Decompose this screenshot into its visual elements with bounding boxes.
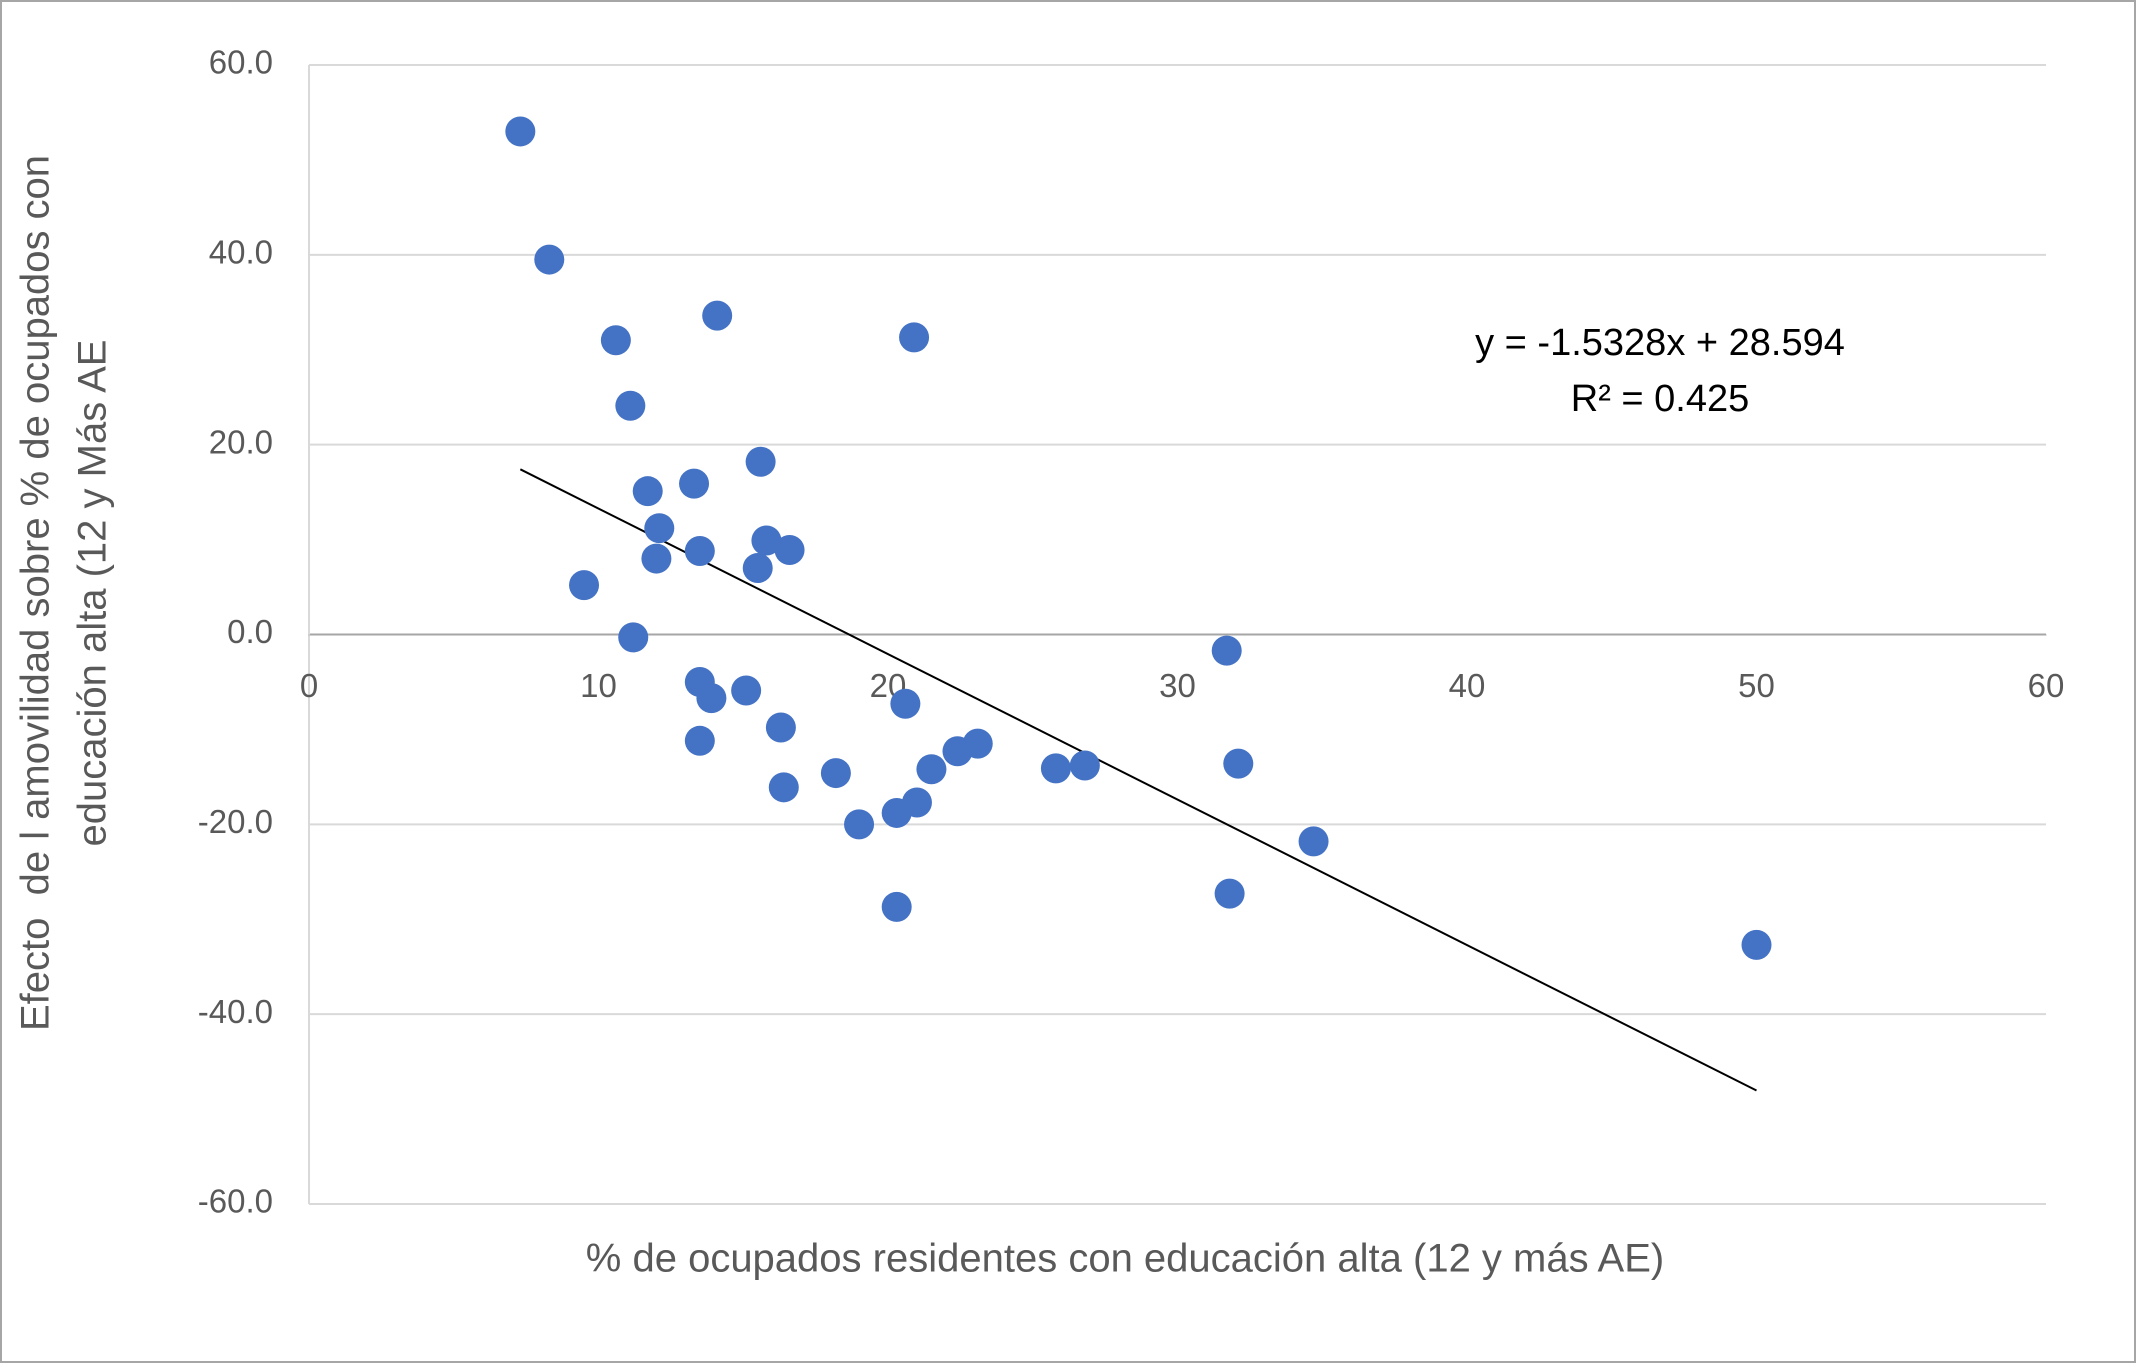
point <box>916 754 947 785</box>
point <box>618 622 649 653</box>
point <box>684 725 715 756</box>
point <box>1040 753 1071 784</box>
point <box>881 891 912 922</box>
point <box>641 543 672 574</box>
point <box>1741 929 1772 960</box>
point <box>600 325 631 356</box>
x-tick-label: 60 <box>2028 667 2065 704</box>
y-tick-label: 20.0 <box>209 423 273 460</box>
point <box>742 553 773 584</box>
point <box>684 535 715 566</box>
y-tick-label: -40.0 <box>198 993 273 1030</box>
point <box>1211 635 1242 666</box>
point <box>890 688 921 719</box>
point <box>679 468 710 499</box>
x-tick-label: 10 <box>580 667 617 704</box>
point <box>962 728 993 759</box>
point <box>632 476 663 507</box>
point <box>1069 750 1100 781</box>
x-tick-label: 0 <box>300 667 318 704</box>
point <box>844 809 875 840</box>
point <box>1298 826 1329 857</box>
y-axis-title: Efecto de l amovilidad sobre % de ocupad… <box>14 155 58 1031</box>
point <box>768 772 799 803</box>
point <box>899 322 930 353</box>
point <box>901 787 932 818</box>
point <box>745 446 776 477</box>
point <box>751 525 782 556</box>
point <box>820 758 851 789</box>
point <box>696 683 727 714</box>
x-tick-label: 30 <box>1159 667 1196 704</box>
y-axis-title: educación alta (12 y Más AE <box>71 340 115 847</box>
trendline-r2: R² = 0.425 <box>1571 378 1750 420</box>
x-axis-title: % de ocupados residentes con educación a… <box>586 1237 1664 1281</box>
point <box>644 513 675 544</box>
y-tick-label: 0.0 <box>227 613 273 650</box>
point <box>774 535 805 566</box>
point <box>534 244 565 275</box>
point <box>765 712 796 743</box>
point <box>569 570 600 601</box>
y-tick-label: 60.0 <box>209 44 273 81</box>
point <box>702 300 733 331</box>
trendline <box>519 468 1757 1092</box>
x-tick-label: 50 <box>1738 667 1775 704</box>
y-tick-label: -60.0 <box>198 1183 273 1220</box>
point <box>731 675 762 706</box>
trendline-equation: y = -1.5328x + 28.594 <box>1475 322 1845 364</box>
x-tick-label: 40 <box>1449 667 1486 704</box>
point <box>615 390 646 421</box>
point <box>1223 748 1254 779</box>
y-tick-label: 40.0 <box>209 234 273 271</box>
y-tick-label: -20.0 <box>198 803 273 840</box>
point <box>505 116 536 147</box>
point <box>1214 878 1245 909</box>
